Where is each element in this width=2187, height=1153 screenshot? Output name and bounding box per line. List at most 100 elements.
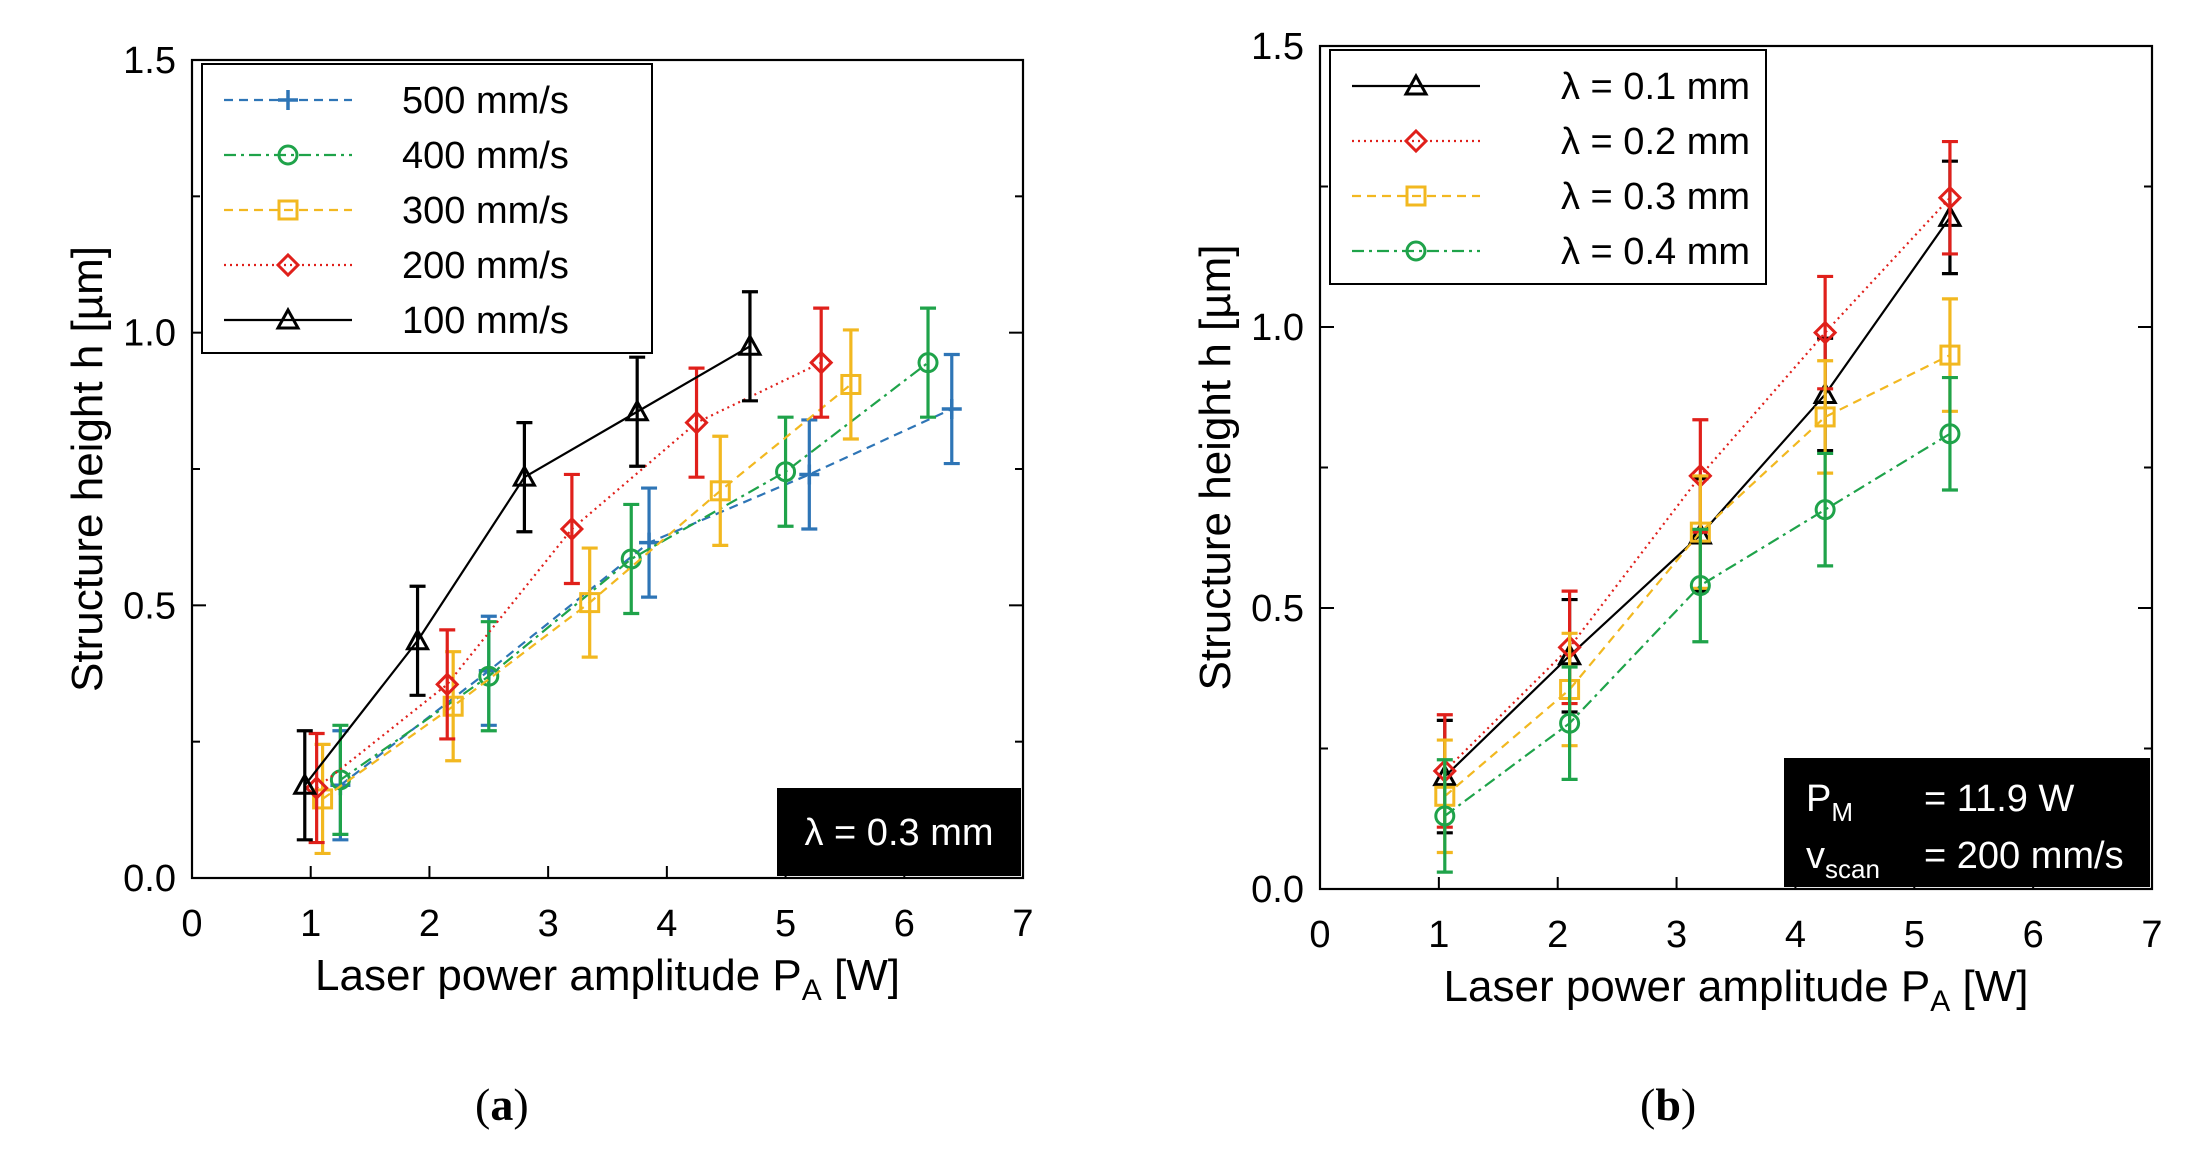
legend-marker: [277, 144, 299, 166]
y-tick-label: 0.5: [1251, 588, 1304, 630]
legend-label: λ = 0.1 mm: [1561, 66, 1750, 108]
series-line: [315, 361, 822, 789]
data-point: [1559, 712, 1581, 734]
error-bar: [920, 306, 937, 419]
error-bar: [563, 472, 580, 586]
series-line: [339, 361, 929, 781]
x-axis-label-sub: A: [802, 974, 822, 1007]
data-point: [1434, 805, 1456, 827]
error-bar: [516, 421, 533, 534]
annotation-line-0: PM: [1806, 778, 1853, 827]
y-tick-label: 1.0: [1251, 307, 1304, 349]
error-bar: [842, 328, 859, 441]
data-point: [1814, 499, 1836, 521]
legend-entry-4: 100 mm/s: [224, 300, 569, 342]
x-axis-label-main: Laser power amplitude P: [315, 951, 802, 1000]
error-bar: [712, 434, 729, 547]
error-bar: [777, 415, 794, 528]
data-point: [624, 398, 650, 422]
error-bar: [1941, 375, 1958, 492]
data-point: [312, 788, 334, 810]
x-tick-label: 5: [1904, 914, 1925, 956]
panel-a: 0 1 2 3 4 5 6 7 0.0 0.5 1.0 1.5 Laser power amplitud…: [63, 40, 1034, 1007]
panel-b: 0 1 2 3 4 5 6 7 0.0 0.5 1.0 1.5 Laser power amplitud…: [1191, 26, 2163, 1018]
error-bar: [1817, 451, 1834, 568]
x-tick-label: 1: [300, 903, 321, 945]
legend-entry-0: 500 mm/s: [224, 80, 569, 122]
data-point: [1813, 320, 1838, 345]
annotation-value-1: = 200 mm/s: [1924, 835, 2124, 877]
data-point: [405, 627, 431, 651]
series-4: [292, 290, 763, 842]
legend-entry-2: λ = 0.3 mm: [1352, 176, 1750, 218]
data-point: [840, 373, 862, 395]
legend-box: [201, 63, 653, 354]
series-3: [1434, 375, 1961, 874]
annotation-value-0: = 11.9 W: [1924, 778, 2074, 820]
data-point: [478, 665, 500, 687]
panel-b-caption: (b): [1640, 1079, 1697, 1130]
legend-entry-1: λ = 0.2 mm: [1352, 121, 1750, 163]
x-axis-label-unit: [W]: [1950, 962, 2028, 1011]
series-line: [303, 345, 751, 786]
x-axis-label-unit: [W]: [822, 951, 900, 1000]
legend-marker: [1403, 72, 1429, 96]
legend-marker: [277, 199, 299, 221]
annotation-var: P: [1806, 778, 1831, 820]
data-point: [579, 592, 601, 614]
data-point: [511, 464, 537, 487]
legend-entry-2: 300 mm/s: [224, 190, 569, 232]
x-axis-label-main: Laser power amplitude P: [1444, 962, 1931, 1011]
data-point: [1937, 185, 1963, 210]
annotation-line-1: vscan: [1806, 835, 1880, 884]
error-bar: [332, 723, 349, 836]
legend-entry-3: 200 mm/s: [224, 245, 569, 287]
y-tick-label: 1.5: [123, 40, 176, 82]
error-bar: [741, 290, 758, 403]
error-bar: [623, 502, 640, 616]
x-tick-label: 6: [2023, 914, 2044, 956]
y-tick-label: 0.5: [123, 585, 176, 627]
data-point: [737, 333, 763, 356]
error-bar: [1692, 527, 1709, 644]
legend-marker: [275, 252, 301, 278]
error-bar: [480, 620, 497, 733]
legend-box: [1329, 49, 1767, 285]
annotation-sub: M: [1831, 797, 1853, 827]
y-axis-label: Structure height h [µm]: [63, 246, 112, 692]
legend-marker: [275, 306, 301, 330]
error-bar: [409, 584, 426, 697]
legend-label: λ = 0.2 mm: [1561, 121, 1750, 163]
data-point: [775, 461, 797, 483]
series-0: [330, 352, 962, 842]
error-bar: [629, 355, 646, 468]
legend-label: 100 mm/s: [402, 300, 569, 342]
y-tick-label: 0.0: [1251, 869, 1304, 911]
x-tick-label: 4: [1785, 914, 1806, 956]
legend-label: 500 mm/s: [402, 80, 569, 122]
series-line: [1444, 216, 1951, 778]
data-point: [941, 399, 962, 420]
legend-marker: [1403, 128, 1429, 154]
data-point: [292, 772, 318, 795]
x-tick-label: 1: [1428, 914, 1449, 956]
annotation-box: PM = 11.9 W vscan = 200 mm/s: [1784, 758, 2150, 887]
series-2: [312, 328, 862, 856]
data-point: [1939, 423, 1961, 445]
legend-entry-3: λ = 0.4 mm: [1352, 231, 1750, 273]
legend: 500 mm/s 400 mm/s 300 mm/s 200 mm/s 100 mm/s: [201, 63, 653, 354]
x-tick-label: 3: [538, 903, 559, 945]
x-axis-label: Laser power amplitude PA [W]: [1444, 962, 2029, 1018]
legend-marker: [278, 90, 298, 110]
legend: λ = 0.1 mm λ = 0.2 mm λ = 0.3 mm λ = 0.4 mm: [1329, 49, 1767, 285]
legend-marker: [1405, 185, 1427, 207]
x-axis-label-sub: A: [1930, 985, 1950, 1018]
legend-entry-0: λ = 0.1 mm: [1352, 66, 1750, 108]
error-bar: [439, 628, 456, 741]
data-point: [1689, 575, 1711, 597]
data-point: [917, 352, 939, 374]
data-point: [559, 516, 585, 542]
series-3: [304, 306, 834, 845]
data-point: [435, 672, 460, 697]
x-tick-label: 2: [1547, 914, 1568, 956]
